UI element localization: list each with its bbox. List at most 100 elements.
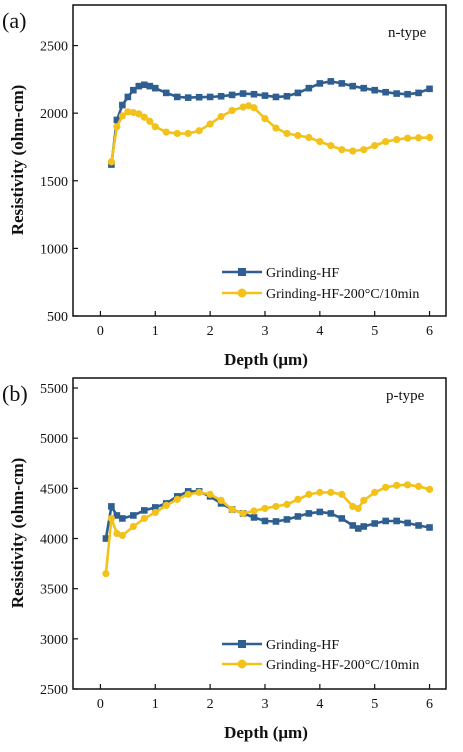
legend-label-1-b: Grinding-HF	[266, 638, 339, 653]
series-1-point-b	[151, 504, 159, 511]
x-tick-label-a: 4	[316, 324, 323, 339]
series-1-point-a	[316, 80, 324, 87]
series-1-point-a	[305, 84, 313, 92]
series-2-point-b	[107, 514, 115, 523]
series-2-point-a	[107, 158, 115, 166]
annotation-a: n-type	[388, 25, 427, 41]
series-1-point-a	[404, 90, 411, 98]
series-1-point-b	[102, 535, 110, 542]
x-tick-label-b: 0	[97, 697, 104, 712]
series-2-point-a	[261, 114, 269, 123]
series-2-point-a	[393, 135, 401, 144]
series-1-point-a	[393, 90, 400, 97]
x-tick-label-a: 2	[207, 324, 214, 339]
series-1-point-b	[108, 503, 115, 510]
series-1-point-b	[371, 520, 378, 527]
series-2-point-b	[349, 502, 357, 511]
y-axis-label-a: Resistivity (ohm-cm)	[8, 85, 27, 236]
series-1-point-a	[272, 93, 280, 101]
series-1-point-b	[360, 523, 368, 530]
x-tick-label-b: 4	[316, 697, 323, 712]
series-1-point-b	[354, 525, 362, 532]
series-1-point-b	[349, 522, 357, 529]
series-2-point-a	[382, 137, 390, 146]
series-2-point-b	[354, 504, 362, 513]
series-1-point-a	[382, 88, 389, 96]
series-2-point-a	[129, 108, 137, 117]
series-1-point-a	[426, 85, 433, 93]
series-2-point-b	[250, 507, 258, 515]
panel-b: (b) p-type 0 1 2 3 4 5 6 2500 3000 3500 4000 4500 50…	[2, 377, 447, 742]
series-1-point-a	[283, 92, 291, 100]
x-tick-label-b: 1	[152, 697, 159, 712]
series-2-point-a	[316, 137, 324, 146]
series-1-point-a	[130, 86, 137, 94]
series-1-point-a	[173, 93, 181, 101]
series-1-point-a	[239, 90, 247, 97]
series-2-point-b	[338, 490, 346, 498]
series-1-point-b	[305, 510, 313, 517]
series-1-point-b	[261, 517, 269, 525]
y-tick-label-a: 2000	[40, 107, 68, 122]
series-1-point-a	[119, 101, 126, 109]
series-2-point-a	[239, 103, 247, 111]
plot-frame-b	[72, 377, 447, 690]
series-1-point-b	[141, 507, 148, 514]
series-2-point-a	[425, 133, 434, 142]
y-tick-label-a: 500	[47, 310, 68, 325]
series-1-point-a	[228, 91, 236, 99]
series-2-point-a	[228, 106, 236, 115]
legend-marker-1-b	[238, 640, 246, 648]
series-1-point-a	[261, 92, 269, 99]
series-2-point-b	[206, 490, 214, 498]
series-1-point-a	[371, 86, 378, 94]
series-2-point-a	[283, 129, 291, 138]
series-2-point-b	[129, 522, 137, 531]
x-tick-label-a: 0	[97, 324, 104, 339]
series-1-point-a	[349, 82, 357, 90]
series-1-point-b	[338, 515, 346, 522]
series-2-point-a	[371, 142, 379, 150]
y-tick-label-b: 4000	[40, 533, 68, 548]
series-1-point-a	[250, 90, 258, 98]
x-tick-label-a: 1	[152, 324, 159, 339]
series-1-point-a	[141, 81, 148, 89]
series-2-point-b	[261, 504, 269, 513]
x-tick-label-b: 2	[207, 697, 214, 712]
series-2-point-b	[404, 481, 412, 489]
legend-a: Grinding-HF Grinding-HF-200°C/10min	[222, 266, 419, 302]
legend-label-2-a: Grinding-HF-200°C/10min	[266, 287, 419, 302]
series-2-point-a	[217, 112, 225, 121]
series-1-point-b	[327, 510, 335, 517]
series-2-point-a	[327, 142, 335, 150]
series-2-point-a	[272, 124, 280, 132]
series-2-point-b	[327, 488, 335, 496]
panel-a: (a) n-type 0 1 2 3 4 5 6 500 1000 1500 2000 2500 De…	[2, 4, 447, 369]
y-tick-label-a: 1500	[40, 175, 68, 190]
series-2-point-a	[195, 127, 203, 135]
series-2-point-a	[360, 146, 368, 154]
y-tick-label-b: 2500	[40, 683, 68, 698]
y-tick-label-a: 2500	[40, 40, 68, 55]
series-2-point-b	[113, 529, 121, 538]
series-2-line-a	[110, 104, 430, 163]
series-2-point-a	[349, 147, 357, 155]
series-2-point-a	[244, 102, 253, 110]
series-2-point-a	[146, 117, 154, 125]
series-1-point-a	[151, 84, 159, 92]
series-2-point-a	[414, 134, 423, 142]
series-2-point-b	[316, 488, 324, 496]
series-1-point-a	[206, 93, 214, 101]
series-1-point-b	[272, 518, 280, 525]
series-2-point-b	[425, 485, 434, 493]
y-tick-label-b: 5000	[40, 432, 68, 447]
series-2-point-b	[414, 482, 423, 490]
series-2-point-b	[195, 488, 203, 496]
x-tick-label-b: 5	[371, 697, 378, 712]
series-1-point-a	[135, 82, 143, 90]
y-axis-label-b: Resistivity (ohm-cm)	[8, 458, 27, 609]
x-tick-label-a: 5	[371, 324, 378, 339]
series-2-point-b	[140, 514, 148, 523]
series-1-point-a	[327, 78, 335, 85]
x-tick-label-a: 3	[261, 324, 268, 339]
